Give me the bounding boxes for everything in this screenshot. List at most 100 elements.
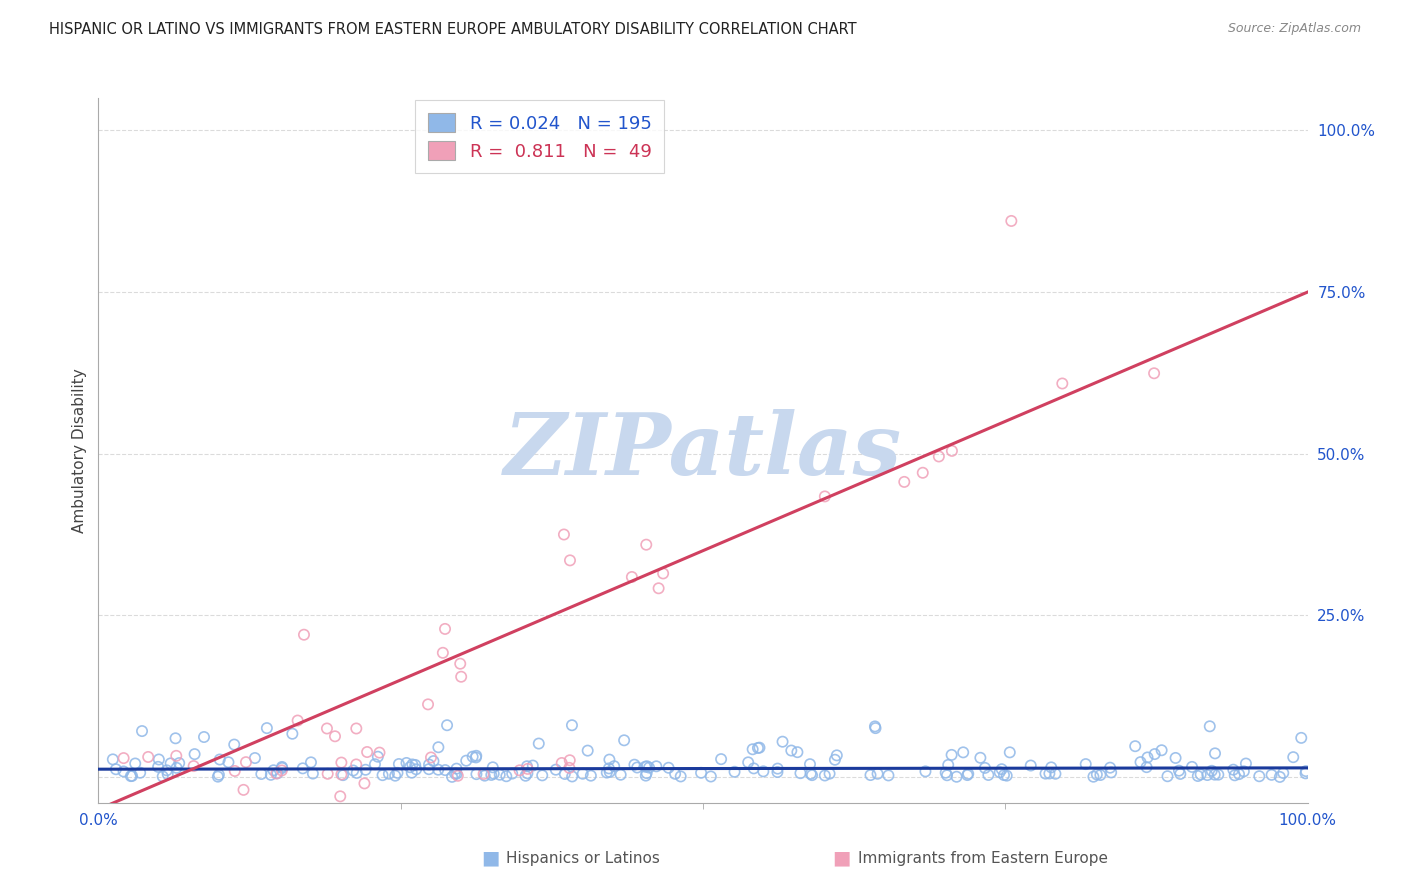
Point [449,657,471,671]
Point [669,769,692,783]
Point [772,734,794,748]
Point [482,766,505,780]
Point [1201,764,1223,778]
Point [427,763,450,777]
Point [1083,770,1105,784]
Point [330,767,353,781]
Point [387,765,409,780]
Point [1099,765,1122,780]
Point [388,757,411,772]
Point [465,767,488,781]
Point [217,756,239,770]
Point [638,761,661,775]
Point [159,756,181,771]
Point [941,747,963,762]
Point [522,758,544,772]
Point [571,766,593,780]
Point [346,765,368,780]
Point [527,737,550,751]
Point [558,761,581,775]
Point [271,761,294,775]
Text: ZIPatlas: ZIPatlas [503,409,903,492]
Point [928,450,950,464]
Point [292,628,315,642]
Point [474,769,496,783]
Point [748,740,770,755]
Point [623,757,645,772]
Point [235,755,257,769]
Point [877,768,900,782]
Point [969,751,991,765]
Point [516,759,538,773]
Point [323,729,346,743]
Point [260,768,283,782]
Point [166,761,188,775]
Point [368,746,391,760]
Point [1223,768,1246,782]
Point [208,752,231,766]
Point [554,767,576,781]
Point [342,764,364,778]
Point [418,762,440,776]
Point [112,751,135,765]
Point [446,762,468,776]
Point [224,738,246,752]
Point [558,553,581,567]
Point [501,766,523,780]
Point [799,757,821,772]
Point [1143,366,1166,380]
Point [367,749,389,764]
Point [395,756,418,770]
Point [353,776,375,790]
Point [224,764,246,778]
Point [766,762,789,776]
Point [1198,719,1220,733]
Point [752,764,775,779]
Point [998,745,1021,759]
Point [995,769,1018,783]
Point [302,766,325,780]
Point [814,490,837,504]
Point [789,766,811,780]
Point [1150,743,1173,757]
Point [420,750,443,764]
Point [281,727,304,741]
Point [1099,761,1122,775]
Point [1000,214,1022,228]
Point [344,722,367,736]
Point [271,760,294,774]
Point [636,538,658,552]
Point [710,752,733,766]
Point [645,759,668,773]
Point [634,760,657,774]
Text: HISPANIC OR LATINO VS IMMIGRANTS FROM EASTERN EUROPE AMBULATORY DISABILITY CORRE: HISPANIC OR LATINO VS IMMIGRANTS FROM EA… [49,22,856,37]
Point [101,752,124,766]
Point [1156,769,1178,783]
Point [332,768,354,782]
Point [156,767,179,781]
Point [1040,760,1063,774]
Point [104,762,127,776]
Point [416,698,439,712]
Point [432,646,454,660]
Point [516,766,538,780]
Point [945,770,967,784]
Point [1204,747,1226,761]
Text: ■: ■ [481,848,499,868]
Point [450,670,472,684]
Point [344,757,367,772]
Point [814,768,837,782]
Point [444,766,467,780]
Point [316,722,339,736]
Point [316,766,339,780]
Point [993,768,1015,782]
Point [495,769,517,783]
Point [136,750,159,764]
Point [436,718,458,732]
Point [183,759,205,773]
Point [329,789,352,804]
Point [515,769,537,783]
Point [481,760,503,774]
Point [270,764,292,778]
Point [232,783,254,797]
